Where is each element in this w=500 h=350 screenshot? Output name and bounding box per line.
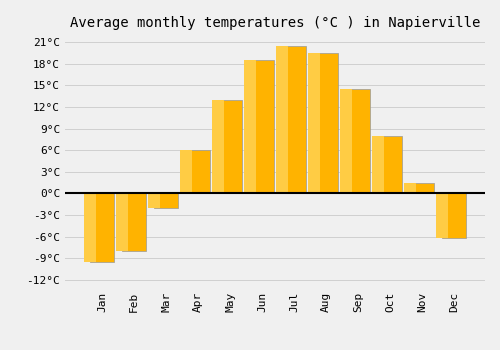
Bar	[404, 183, 416, 194]
Bar	[308, 53, 320, 194]
Title: Average monthly temperatures (°C ) in Napierville: Average monthly temperatures (°C ) in Na…	[70, 16, 480, 30]
Bar	[340, 89, 352, 194]
Bar	[378, 136, 402, 194]
Bar	[276, 46, 288, 194]
Bar	[186, 150, 210, 194]
Bar	[84, 194, 96, 262]
Bar	[90, 194, 114, 262]
Bar	[282, 46, 306, 194]
Bar	[244, 60, 256, 194]
Bar	[180, 150, 192, 194]
Bar	[346, 89, 370, 194]
Bar	[410, 183, 434, 194]
Bar	[314, 53, 338, 194]
Bar	[148, 194, 160, 208]
Bar	[116, 194, 128, 251]
Bar	[122, 194, 146, 251]
Bar	[154, 194, 178, 208]
Bar	[442, 194, 466, 238]
Bar	[218, 100, 242, 194]
Bar	[372, 136, 384, 194]
Bar	[212, 100, 224, 194]
Bar	[250, 60, 274, 194]
Bar	[436, 194, 448, 238]
